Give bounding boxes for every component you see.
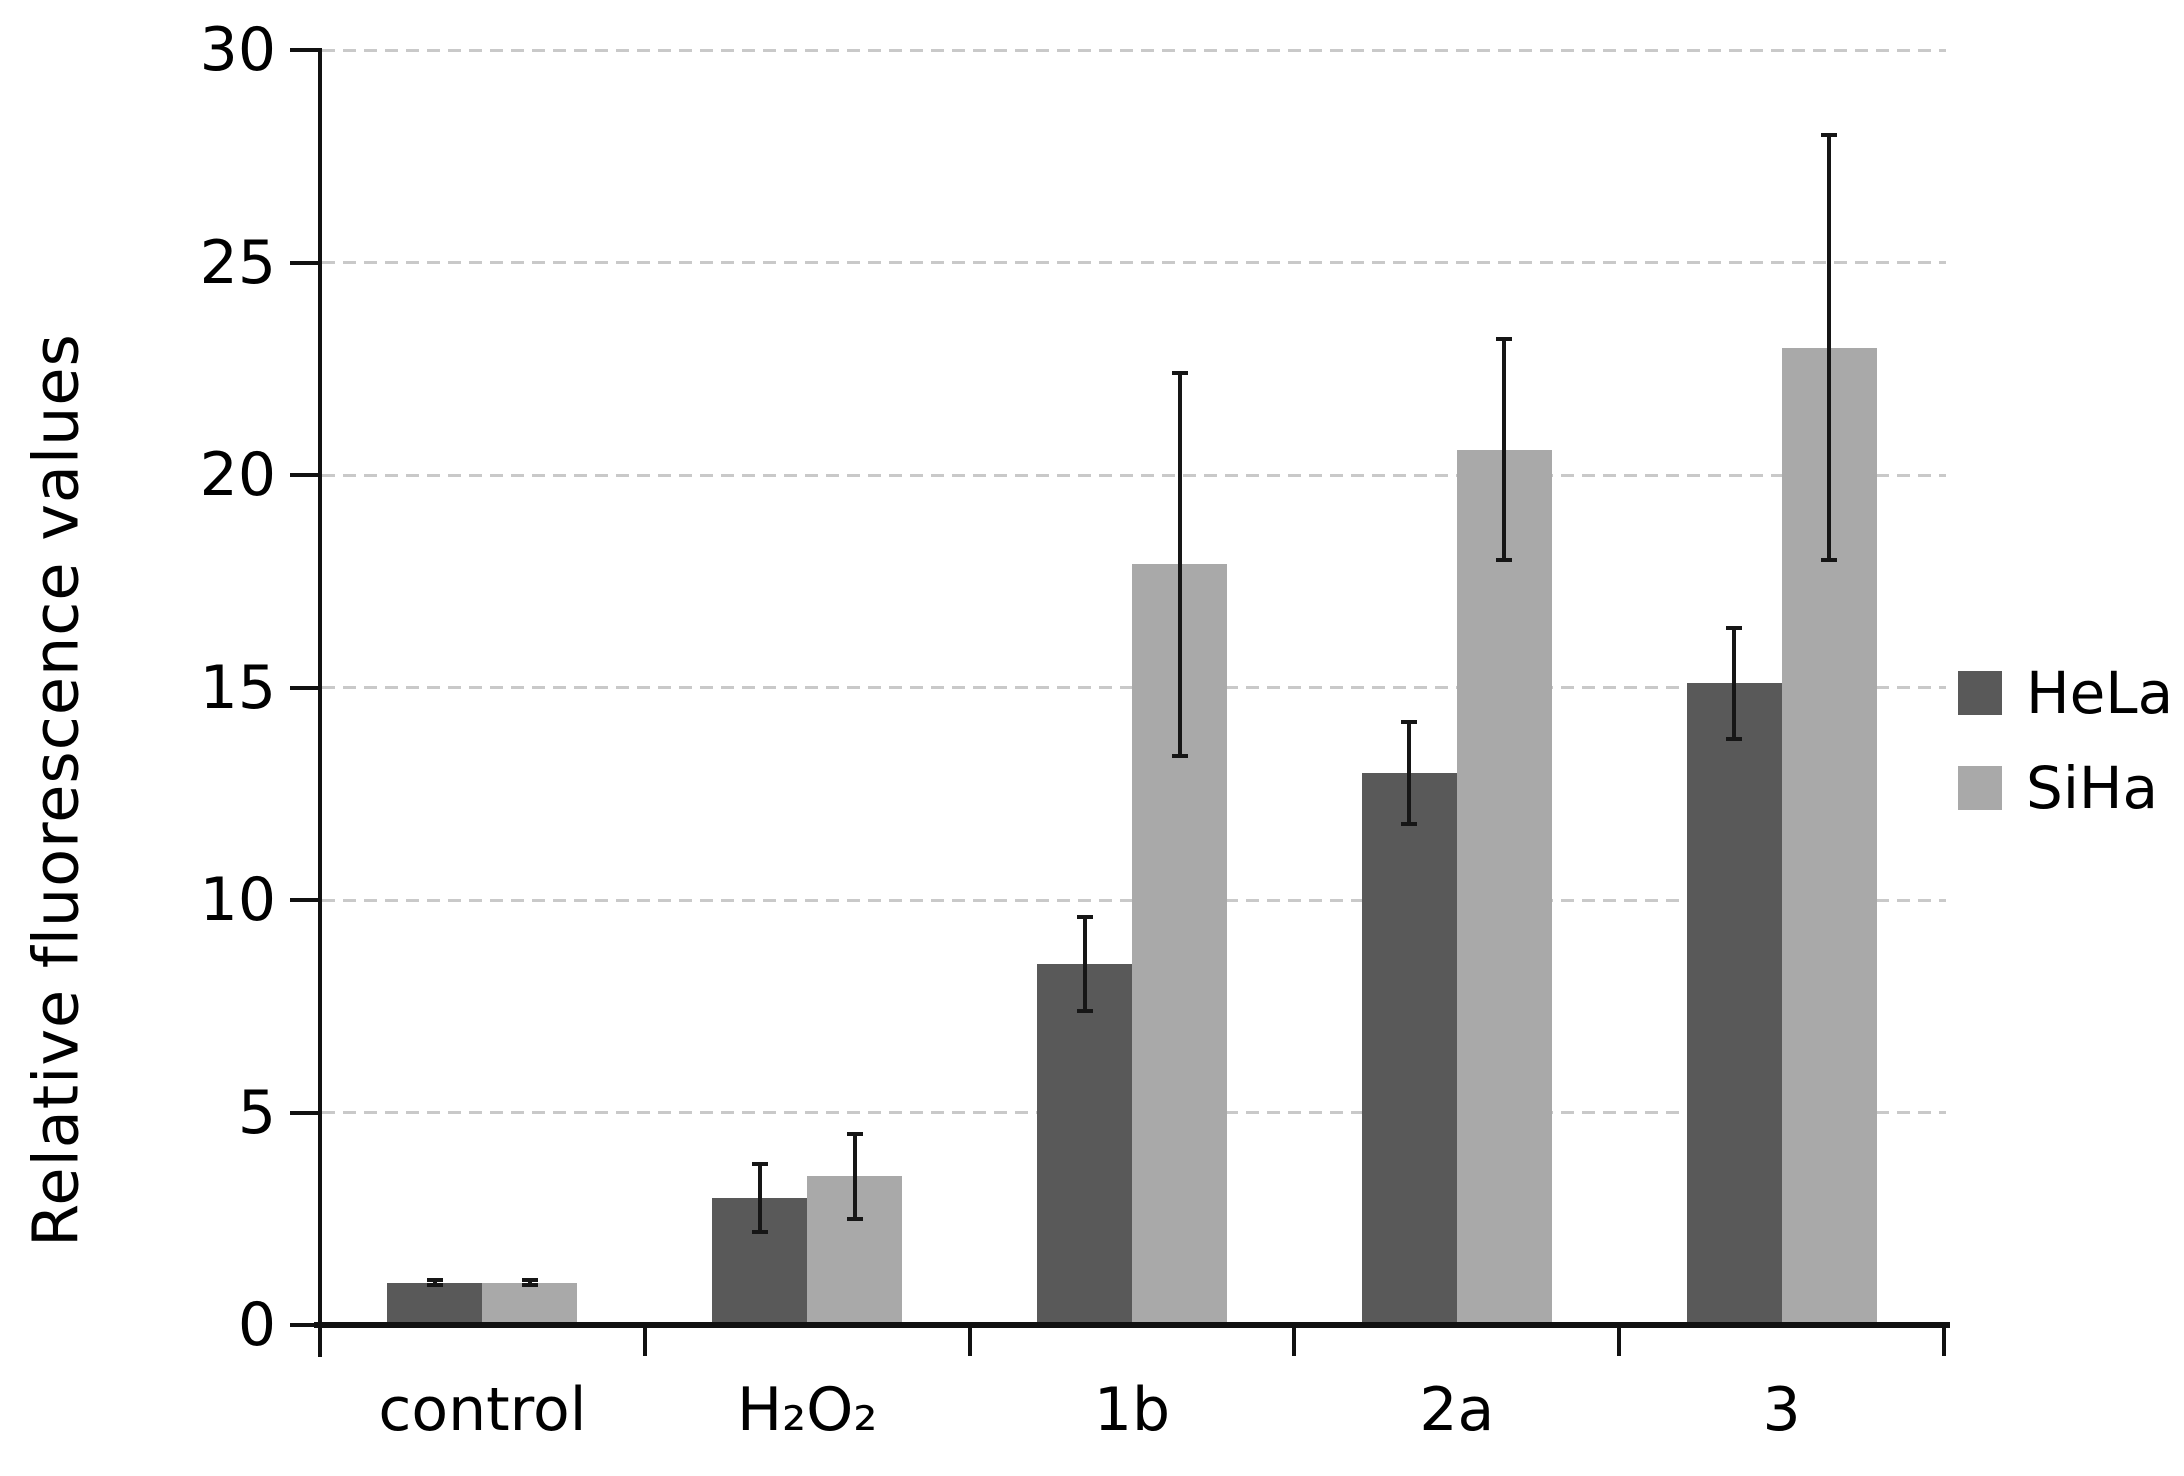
error-cap-top-hela-1	[751, 1161, 768, 1166]
gridline-30	[322, 48, 1946, 52]
legend: HeLa SiHa	[1958, 664, 2173, 817]
error-cap-bottom-hela-3	[1401, 821, 1418, 826]
y-tick-label-10: 10	[199, 865, 276, 935]
error-cap-top-siha-1	[846, 1131, 863, 1136]
y-tickmark-0	[290, 1323, 320, 1327]
error-cap-bottom-siha-3	[1496, 558, 1513, 562]
error-bar-siha-3	[1502, 339, 1507, 560]
y-tick-label-0: 0	[237, 1290, 276, 1360]
error-bar-siha-4	[1827, 135, 1832, 560]
x-tickmark-1	[642, 1328, 647, 1356]
bar-hela-0	[387, 1282, 483, 1325]
bar-hela-2	[1037, 963, 1132, 1325]
error-cap-bottom-siha-2	[1171, 753, 1188, 758]
y-tick-label-20: 20	[199, 440, 276, 510]
plot-area: 0 5 10 15 20 25 30 control H₂O₂ 1b 2a 3	[200, 20, 1950, 1443]
error-bar-hela-4	[1732, 628, 1737, 739]
error-bar-hela-1	[757, 1163, 762, 1232]
x-label-1: H₂O₂	[736, 1375, 878, 1445]
y-tick-label-15: 15	[199, 652, 276, 723]
error-cap-top-hela-2	[1076, 915, 1093, 919]
error-cap-bottom-siha-4	[1821, 558, 1838, 562]
y-tick-label-30: 30	[199, 15, 276, 85]
x-tickmark-3	[1292, 1328, 1297, 1356]
legend-swatch-hela	[1958, 671, 2002, 715]
error-cap-top-siha-4	[1821, 133, 1838, 137]
error-cap-bottom-siha-1	[846, 1216, 863, 1221]
legend-swatch-siha	[1958, 766, 2002, 810]
error-bar-siha-2	[1177, 373, 1182, 756]
x-ticks	[318, 50, 1946, 1356]
error-cap-top-hela-4	[1726, 626, 1743, 630]
error-cap-top-hela-0	[426, 1277, 443, 1282]
error-cap-bottom-hela-4	[1726, 736, 1743, 741]
error-cap-bottom-hela-2	[1076, 1008, 1093, 1013]
y-tickmark-30	[290, 48, 320, 52]
y-tickmark-10	[290, 898, 320, 902]
error-cap-bottom-siha-0	[521, 1283, 538, 1288]
error-cap-bottom-hela-0	[426, 1283, 443, 1288]
x-label-2: 1b	[1093, 1375, 1171, 1445]
y-tick-label-5: 5	[237, 1077, 276, 1148]
y-tickmark-15	[290, 685, 320, 690]
error-bar-siha-1	[852, 1133, 857, 1219]
error-cap-top-siha-2	[1171, 371, 1188, 375]
error-cap-bottom-hela-1	[751, 1229, 768, 1234]
error-bar-siha-0	[527, 1279, 532, 1286]
x-tickmark-2	[967, 1328, 972, 1356]
x-label-4: 3	[1762, 1375, 1801, 1445]
error-cap-top-siha-3	[1496, 337, 1513, 341]
legend-item-hela: HeLa	[1958, 664, 2173, 722]
error-cap-top-hela-3	[1401, 719, 1418, 724]
error-cap-top-siha-0	[521, 1277, 538, 1282]
error-bar-hela-3	[1407, 721, 1412, 824]
x-tickmark-4	[1617, 1328, 1622, 1356]
y-axis-title: Relative fluorescence values	[19, 333, 93, 1247]
y-tickmark-5	[290, 1110, 320, 1115]
x-label-0: control	[378, 1375, 587, 1445]
legend-label-hela: HeLa	[2026, 659, 2174, 727]
bar-hela-4	[1686, 683, 1782, 1325]
x-tickmark-5	[1942, 1328, 1946, 1356]
x-label-3: 2a	[1419, 1375, 1495, 1445]
bar-siha-3	[1456, 449, 1552, 1325]
error-bar-hela-2	[1082, 917, 1087, 1011]
bar-siha-0	[482, 1282, 578, 1325]
y-tick-label-25: 25	[199, 227, 276, 298]
error-bar-hela-0	[432, 1279, 437, 1286]
y-tickmark-25	[290, 260, 320, 265]
legend-item-siha: SiHa	[1958, 759, 2173, 817]
x-axis-line	[314, 1322, 1950, 1328]
y-ticks: 0 5 10 15 20 25 30	[200, 20, 1944, 1355]
y-axis-line	[318, 48, 322, 1357]
legend-label-siha: SiHa	[2026, 754, 2159, 822]
x-labels: control H₂O₂ 1b 2a 3	[320, 50, 1944, 1443]
x-tickmark-0	[318, 1328, 322, 1356]
gridline-20	[322, 473, 1946, 477]
bar-groups	[320, 50, 1944, 1325]
bar-hela-3	[1361, 772, 1457, 1325]
y-tickmark-20	[290, 473, 320, 477]
gridline-25	[322, 261, 1946, 264]
